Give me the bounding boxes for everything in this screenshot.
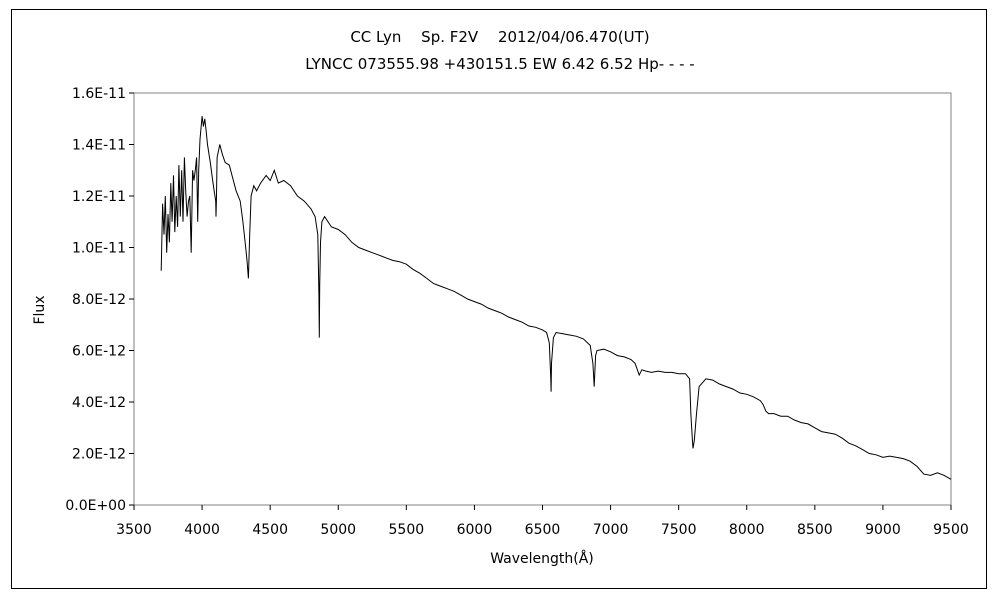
y-tick-label: 1.2E-11 xyxy=(72,189,126,205)
x-tick-label: 8500 xyxy=(797,522,833,538)
x-tick-label: 7000 xyxy=(593,522,629,538)
y-tick-label: 4.0E-12 xyxy=(72,395,126,411)
chart-frame xyxy=(11,9,987,589)
x-tick-label: 5500 xyxy=(389,522,425,538)
x-tick-label: 7500 xyxy=(661,522,697,538)
y-tick-label: 1.0E-11 xyxy=(72,241,126,257)
chart-subtitle: LYNCC 073555.98 +430151.5 EW 6.42 6.52 H… xyxy=(305,55,695,73)
x-axis: 3500 4000 4500 5000 5500 6000 6500 7000 7500 8000… xyxy=(116,505,969,538)
y-tick-label: 0.0E+00 xyxy=(65,498,126,514)
chart-title: CC Lyn Sp. F2V 2012/04/06.470(UT) xyxy=(350,28,650,46)
y-tick-label: 1.6E-11 xyxy=(72,86,126,102)
x-axis-label: Wavelength(Å) xyxy=(490,550,594,567)
y-axis-label: Flux xyxy=(32,295,48,324)
x-tick-label: 9000 xyxy=(865,522,901,538)
x-tick-label: 8000 xyxy=(729,522,765,538)
y-axis: 0.0E+00 2.0E-12 4.0E-12 6.0E-12 8.0E-12 1.0E-… xyxy=(65,86,134,514)
x-tick-label: 5000 xyxy=(320,522,356,538)
x-tick-label: 4500 xyxy=(252,522,288,538)
y-tick-label: 1.4E-11 xyxy=(72,138,126,154)
x-tick-label: 4000 xyxy=(184,522,220,538)
x-tick-label: 6500 xyxy=(525,522,561,538)
x-tick-label: 9500 xyxy=(933,522,969,538)
spectrum-line xyxy=(160,116,952,480)
y-tick-label: 6.0E-12 xyxy=(72,344,126,360)
x-tick-label: 6000 xyxy=(457,522,493,538)
y-tick-label: 2.0E-12 xyxy=(72,447,126,463)
plot-area xyxy=(133,92,952,506)
y-tick-label: 8.0E-12 xyxy=(72,292,126,308)
x-tick-label: 3500 xyxy=(116,522,152,538)
